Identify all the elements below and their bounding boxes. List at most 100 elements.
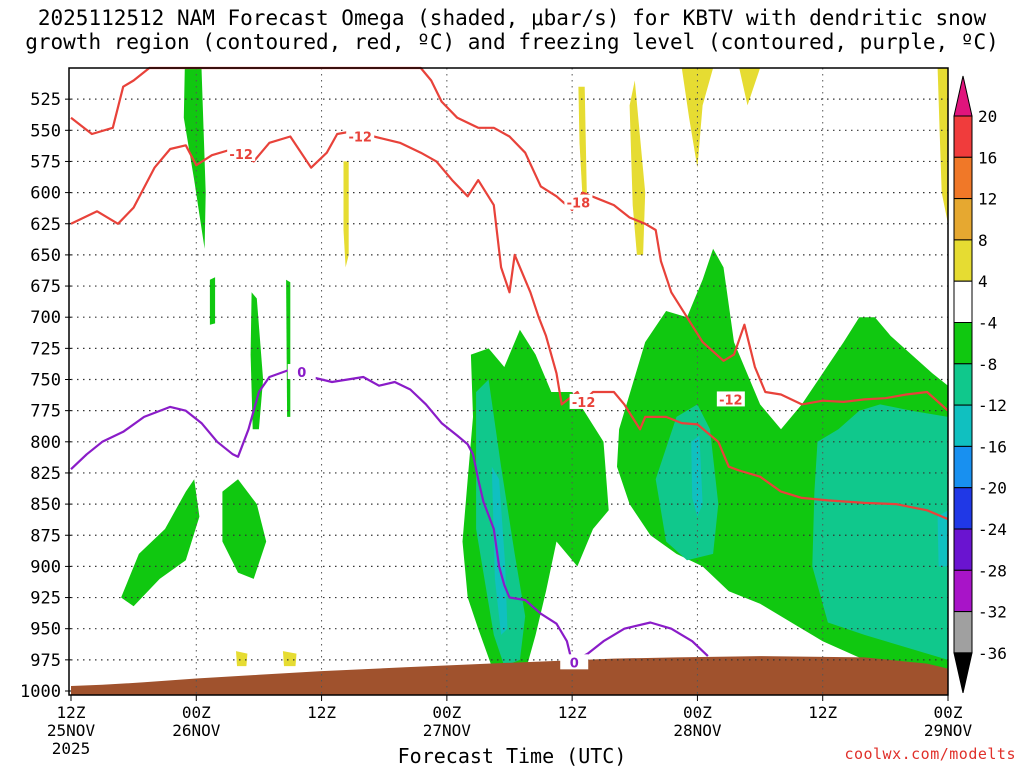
freezing-label-bg-1 <box>560 654 589 670</box>
upward-motion-day3-core <box>655 404 719 561</box>
upward-motion-cyan-b <box>691 435 703 517</box>
colorbar-bin--16 <box>953 404 973 447</box>
dgz-label--12-3: -12 <box>719 393 743 408</box>
x-tick-label-60: 00Z <box>683 703 712 722</box>
y-tick-label-525: 525 <box>30 90 61 110</box>
sinking-motion-d <box>937 68 948 224</box>
plot-frame <box>68 67 949 696</box>
colorbar-bin--24 <box>953 487 973 530</box>
colorbar-top-arrow <box>953 75 973 117</box>
freezing-label-bg-0 <box>287 364 316 380</box>
credit-link[interactable]: coolwx.com/modelts <box>844 745 1016 763</box>
y-tick-label-650: 650 <box>30 246 61 266</box>
y-tick-label-725: 725 <box>30 339 61 359</box>
dgz-label--12-bg-3 <box>716 391 745 407</box>
freezing-label-1: 0 <box>570 656 579 671</box>
y-tick-label-575: 575 <box>30 152 61 172</box>
x-tick-label-12: 00Z <box>182 703 211 722</box>
upward-motion-early-low <box>121 479 200 607</box>
y-tick-label-550: 550 <box>30 121 61 141</box>
y-tick-label-750: 750 <box>30 371 61 391</box>
upward-motion-0z-low <box>222 479 267 579</box>
colorbar-label-7: -12 <box>978 396 1007 415</box>
upward-motion-cyan-c <box>937 510 948 567</box>
freezing-level-contour <box>70 365 709 664</box>
colorbar-bin--20 <box>953 445 973 489</box>
x-tick-label-24: 12Z <box>307 703 336 722</box>
colorbar-label-11: -28 <box>978 561 1007 580</box>
upward-motion-strip-b <box>250 292 264 430</box>
x-tick-date-12: 26NOV <box>172 721 221 740</box>
colorbar-label-5: -4 <box>978 314 997 333</box>
colorbar-label-1: 16 <box>978 148 997 167</box>
colorbar: 20 16 12 8 4 -4 -8 -12 -16 -20 -24 -28 -32 -36 <box>953 75 1007 694</box>
chart-title-line-1: 2025112512 NAM Forecast Omega (shaded, μ… <box>37 6 987 30</box>
y-tick-label-825: 825 <box>30 464 61 484</box>
colorbar-bin--12 <box>953 363 973 406</box>
colorbar-bin--28 <box>953 528 973 571</box>
colorbar-label-8: -16 <box>978 437 1007 456</box>
terrain-ground <box>71 656 948 695</box>
colorbar-bin-4 <box>953 239 973 282</box>
dgz-label--18-bg-0 <box>564 194 593 210</box>
x-tick-label-36: 00Z <box>432 703 461 722</box>
x-tick-date-60: 28NOV <box>673 721 722 740</box>
colorbar-label-10: -24 <box>978 520 1007 539</box>
x-tick-label-0: 12Z <box>57 703 86 722</box>
y-axis: 525 550 575 600 625 650 675 700 725 750 775 800 825 8… <box>20 90 71 702</box>
dgz-label--12-bg-2 <box>569 393 598 409</box>
y-tick-label-675: 675 <box>30 277 61 297</box>
upward-motion-strip-a <box>209 277 216 325</box>
dgz-label--12-2: -12 <box>572 396 596 411</box>
y-tick-label-850: 850 <box>30 495 61 515</box>
y-tick-label-925: 925 <box>30 589 61 609</box>
y-tick-label-800: 800 <box>30 433 61 453</box>
x-tick-label-84: 00Z <box>934 703 963 722</box>
y-tick-label-875: 875 <box>30 526 61 546</box>
y-tick-label-1000: 1000 <box>20 682 61 702</box>
dgz-label--12-0: -12 <box>229 148 253 163</box>
colorbar-bin--8 <box>953 322 973 365</box>
upward-motion-early-mid <box>183 68 206 249</box>
colorbar-label-6: -8 <box>978 355 997 374</box>
sinking-motion-e <box>343 161 349 268</box>
x-tick-label-48: 12Z <box>558 703 587 722</box>
dgz-label--12-bg-1 <box>346 128 375 144</box>
sinking-motion-g <box>282 651 297 667</box>
upward-motion-day4-core <box>812 404 948 660</box>
colorbar-bin--32 <box>953 569 973 613</box>
dgz-label--12-bg-0 <box>227 145 256 161</box>
colorbar-bin--4 <box>953 280 973 324</box>
x-axis-title: Forecast Time (UTC) <box>397 744 627 768</box>
y-tick-label-700: 700 <box>30 308 61 328</box>
y-tick-label-600: 600 <box>30 184 61 204</box>
x-tick-date-36: 27NOV <box>423 721 472 740</box>
colorbar-label-9: -20 <box>978 479 1007 498</box>
y-tick-label-975: 975 <box>30 651 61 671</box>
dgz-label--18-0: -18 <box>567 197 591 212</box>
sinking-motion-h <box>578 86 587 199</box>
colorbar-label-0: 20 <box>978 107 997 126</box>
y-tick-label-625: 625 <box>30 215 61 235</box>
freezing-label-0: 0 <box>297 366 306 381</box>
x-tick-year-0: 2025 <box>52 739 91 758</box>
x-tick-label-72: 12Z <box>808 703 837 722</box>
sinking-motion-a <box>629 80 646 255</box>
terrain-layer <box>71 656 948 695</box>
colorbar-label-4: 4 <box>978 272 988 291</box>
sinking-motion-c <box>739 68 761 106</box>
colorbar-bin-8 <box>953 198 973 241</box>
contour-layer: -12 -12 -12 -12 -18 0 0 <box>70 66 949 671</box>
colorbar-label-2: 12 <box>978 190 997 209</box>
dgz-label--12-1: -12 <box>348 131 372 146</box>
x-tick-date-84: 29NOV <box>924 721 973 740</box>
colorbar-bin-12 <box>953 156 973 200</box>
colorbar-label-3: 8 <box>978 231 988 250</box>
x-tick-date-0: 25NOV <box>47 721 96 740</box>
colorbar-label-12: -32 <box>978 603 1007 622</box>
colorbar-label-13: -36 <box>978 644 1007 663</box>
colorbar-bottom-arrow <box>953 652 973 694</box>
omega-shading-layer <box>121 68 948 691</box>
